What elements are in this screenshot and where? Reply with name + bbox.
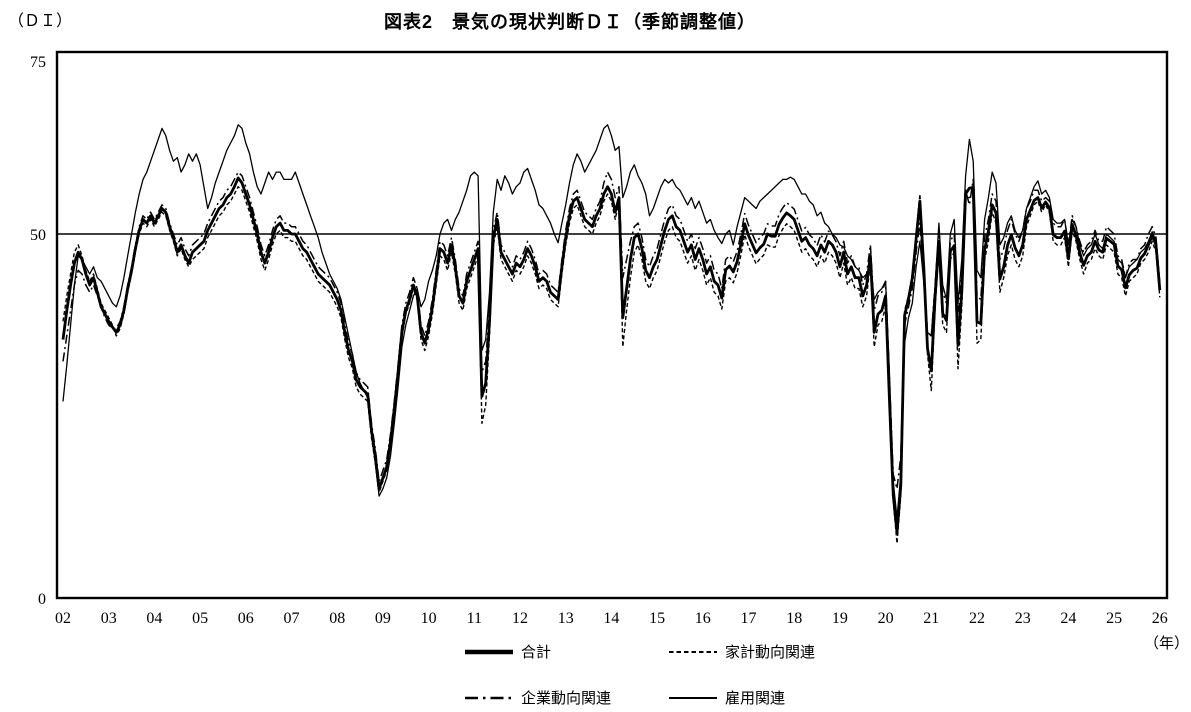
x-tick-label: 11 [467, 610, 482, 627]
x-tick-label: 07 [284, 610, 300, 627]
legend-item-employment: 雇用関連 [668, 687, 785, 708]
x-tick-label: 06 [238, 610, 254, 627]
x-tick-label: 18 [786, 610, 802, 627]
x-tick-label: 04 [146, 610, 162, 627]
series-line-household [62, 185, 1161, 545]
series-line-total [61, 176, 1162, 534]
x-tick-label: 14 [603, 610, 619, 627]
x-axis-unit-label: （年） [1144, 635, 1190, 652]
x-tick-label: 13 [558, 610, 574, 627]
y-tick-label: 0 [38, 591, 46, 608]
x-tick-label: 05 [192, 610, 208, 627]
legend-item-corporate: 企業動向関連 [464, 687, 611, 708]
x-tick-label: 10 [421, 610, 437, 627]
series-line-employment [62, 124, 1161, 519]
x-tick-label: 25 [1106, 610, 1122, 627]
x-tick-label: 26 [1152, 610, 1168, 627]
x-tick-label: 02 [55, 610, 71, 627]
y-tick-label: 75 [30, 54, 46, 71]
legend-line-dash-dot-icon [465, 696, 513, 699]
plot-frame [55, 50, 1169, 600]
legend-label-household: 家計動向関連 [725, 644, 816, 661]
x-tick-label: 16 [695, 610, 711, 627]
x-tick-label: 08 [329, 610, 345, 627]
chart-title: 図表2 景気の現状判断ＤＩ（季節調整値） [383, 12, 756, 32]
x-tick-label: 21 [923, 610, 939, 627]
legend-label-total: 合計 [521, 644, 552, 661]
legend-item-household: 家計動向関連 [668, 641, 815, 662]
legend-label-employment: 雇用関連 [725, 690, 786, 707]
legend-item-total: 合計 [464, 641, 551, 662]
x-tick-label: 17 [741, 610, 757, 627]
x-tick-label: 24 [1060, 610, 1076, 627]
x-tick-label: 20 [878, 610, 894, 627]
y-tick-label: 50 [30, 227, 46, 244]
x-tick-label: 09 [375, 610, 391, 627]
x-tick-label: 12 [512, 610, 528, 627]
y-axis-unit-label: （ＤＩ） [8, 13, 73, 30]
x-tick-label: 15 [649, 610, 665, 627]
x-tick-label: 22 [969, 610, 985, 627]
series-line-corporate [62, 171, 1161, 490]
x-tick-label: 03 [101, 610, 117, 627]
legend-line-solid-thin-icon [669, 696, 717, 699]
x-tick-label: 23 [1015, 610, 1031, 627]
legend-line-dashed-icon [669, 650, 717, 653]
legend-line-solid-thick-icon [465, 649, 513, 654]
x-tick-label: 19 [832, 610, 848, 627]
legend-label-corporate: 企業動向関連 [521, 690, 612, 707]
